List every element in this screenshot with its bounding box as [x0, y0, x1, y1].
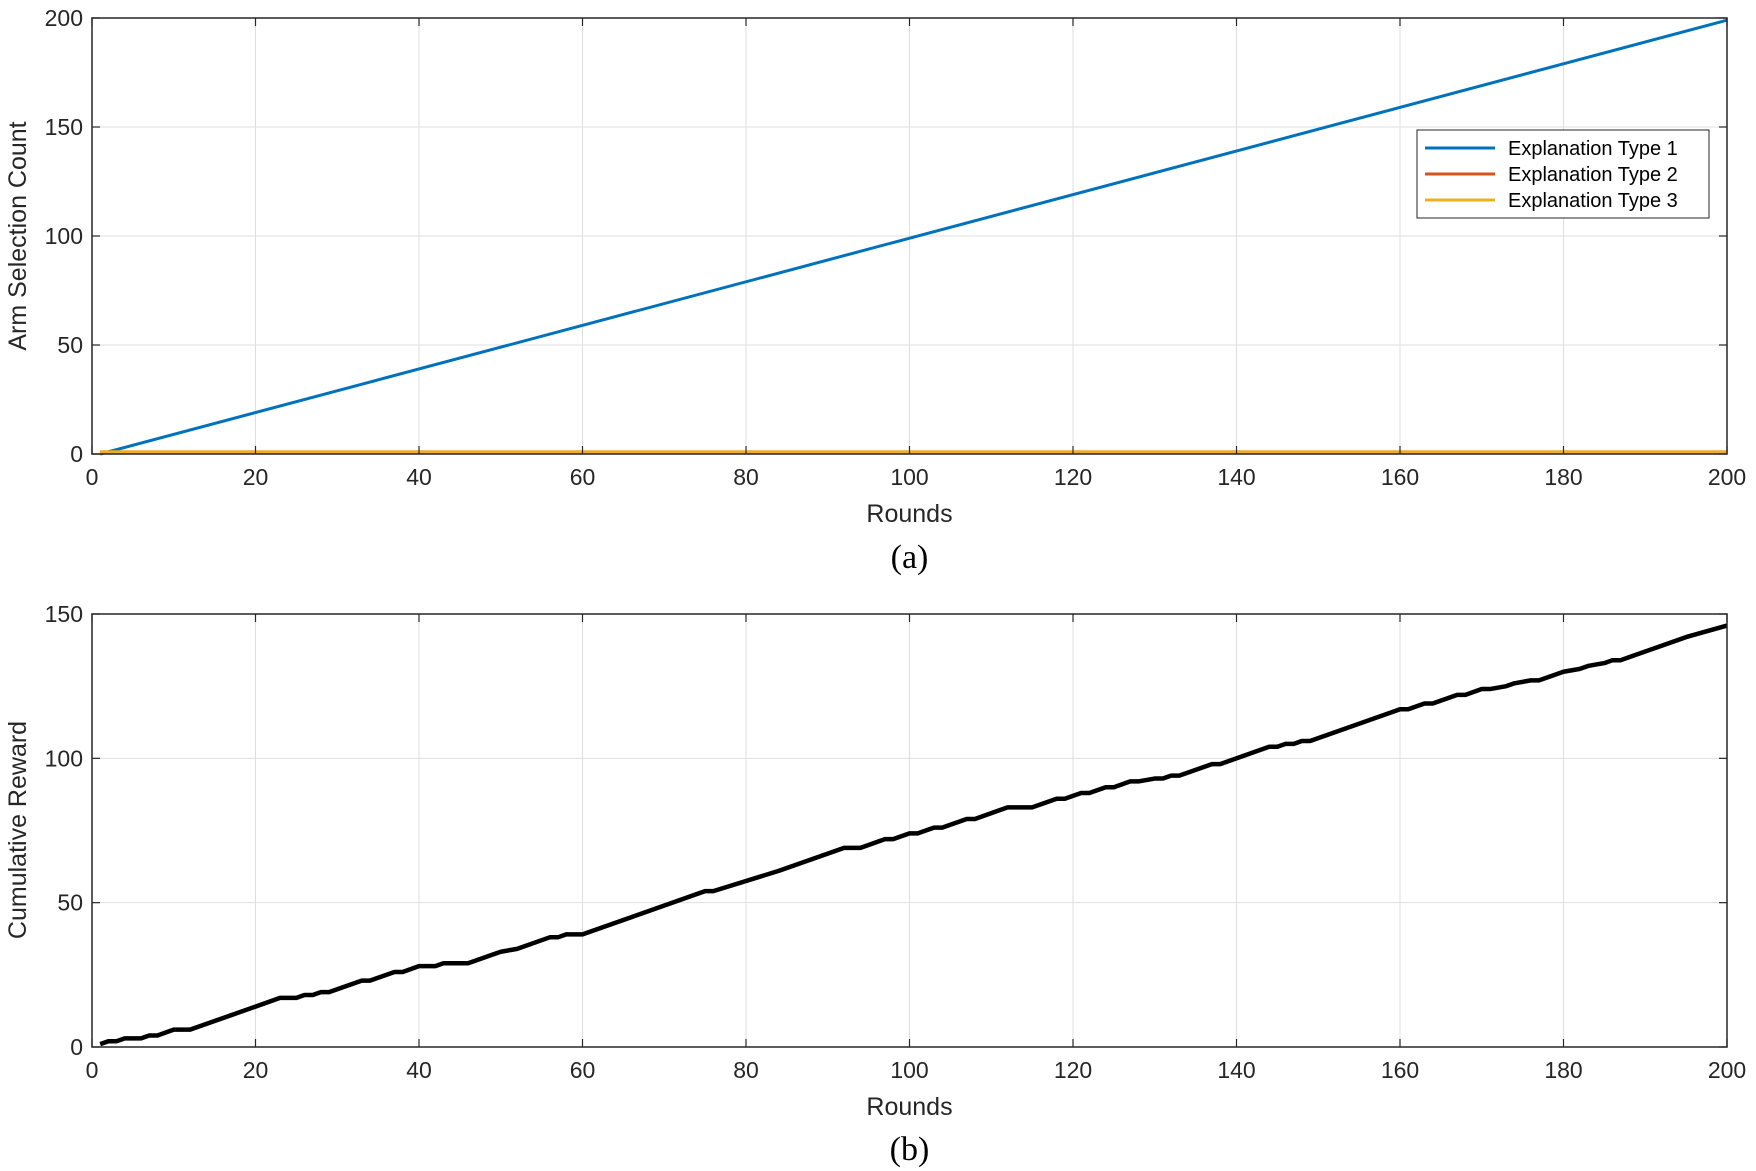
chart-b-y-ticks: 0 50 100 150 [45, 601, 1727, 1060]
chart-a-xtick-label-7: 140 [1217, 464, 1255, 490]
chart-a-xtick-label-6: 120 [1054, 464, 1092, 490]
chart-b-xtick-label-0: 0 [86, 1057, 99, 1083]
chart-a-y-axis-label: Arm Selection Count [4, 121, 32, 350]
chart-a-xtick-label-2: 40 [406, 464, 432, 490]
chart-a-ytick-label-0: 0 [70, 441, 83, 467]
chart-a-ytick-label-1: 50 [57, 332, 83, 358]
chart-a-x-axis-label: Rounds [866, 500, 952, 528]
chart-a-xtick-label-10: 200 [1708, 464, 1746, 490]
chart-a: 0 20 40 60 80 100 120 140 160 180 200 0 50 100 150 200… [4, 5, 1746, 576]
chart-b-xtick-label-10: 200 [1708, 1057, 1746, 1083]
chart-a-ytick-label-3: 150 [45, 114, 83, 140]
chart-a-ytick-label-4: 200 [45, 5, 83, 31]
chart-a-ytick-label-2: 100 [45, 223, 83, 249]
legend-label-type-3: Explanation Type 3 [1508, 190, 1678, 212]
chart-a-xtick-label-1: 20 [243, 464, 269, 490]
chart-a-xtick-label-9: 180 [1544, 464, 1582, 490]
chart-b-ytick-label-3: 150 [45, 601, 83, 627]
chart-a-series [99, 18, 1728, 456]
chart-b-series-line-1 [99, 623, 1728, 1047]
chart-b-xtick-label-2: 40 [406, 1057, 432, 1083]
legend-label-type-2: Explanation Type 2 [1508, 164, 1678, 186]
chart-a-xtick-label-8: 160 [1381, 464, 1419, 490]
chart-b-xtick-label-4: 80 [733, 1057, 759, 1083]
chart-b-caption: (b) [890, 1131, 930, 1168]
chart-b-xtick-label-9: 180 [1544, 1057, 1582, 1083]
chart-a-xtick-label-3: 60 [570, 464, 596, 490]
chart-b-xtick-label-5: 100 [890, 1057, 928, 1083]
chart-b-xtick-label-8: 160 [1381, 1057, 1419, 1083]
chart-b-ytick-label-0: 0 [70, 1034, 83, 1060]
chart-b-ytick-label-1: 50 [57, 890, 83, 916]
chart-a-xtick-label-4: 80 [733, 464, 759, 490]
chart-a-caption: (a) [891, 539, 929, 576]
chart-a-series-line-1 [99, 18, 1728, 456]
chart-b-xtick-label-7: 140 [1217, 1057, 1255, 1083]
legend-label-type-1: Explanation Type 1 [1508, 138, 1678, 160]
chart-a-legend: Explanation Type 1 Explanation Type 2 Ex… [1416, 129, 1710, 219]
chart-b-y-axis-label: Cumulative Reward [4, 721, 32, 939]
chart-b-x-ticks: 0 20 40 60 80 100 120 140 160 180 200 [86, 614, 1746, 1083]
chart-a-xtick-label-5: 100 [890, 464, 928, 490]
chart-b-x-axis-label: Rounds [866, 1093, 952, 1121]
chart-b-series [99, 623, 1728, 1047]
chart-b-ytick-label-2: 100 [45, 745, 83, 771]
chart-b: 0 20 40 60 80 100 120 140 160 180 200 0 50 100 150 Ro… [4, 601, 1746, 1168]
chart-a-xtick-label-0: 0 [86, 464, 99, 490]
chart-a-x-ticks: 0 20 40 60 80 100 120 140 160 180 200 [86, 18, 1746, 490]
chart-b-xtick-label-6: 120 [1054, 1057, 1092, 1083]
chart-a-y-ticks: 0 50 100 150 200 [45, 5, 1727, 467]
chart-b-xtick-label-3: 60 [570, 1057, 596, 1083]
chart-b-xtick-label-1: 20 [243, 1057, 269, 1083]
